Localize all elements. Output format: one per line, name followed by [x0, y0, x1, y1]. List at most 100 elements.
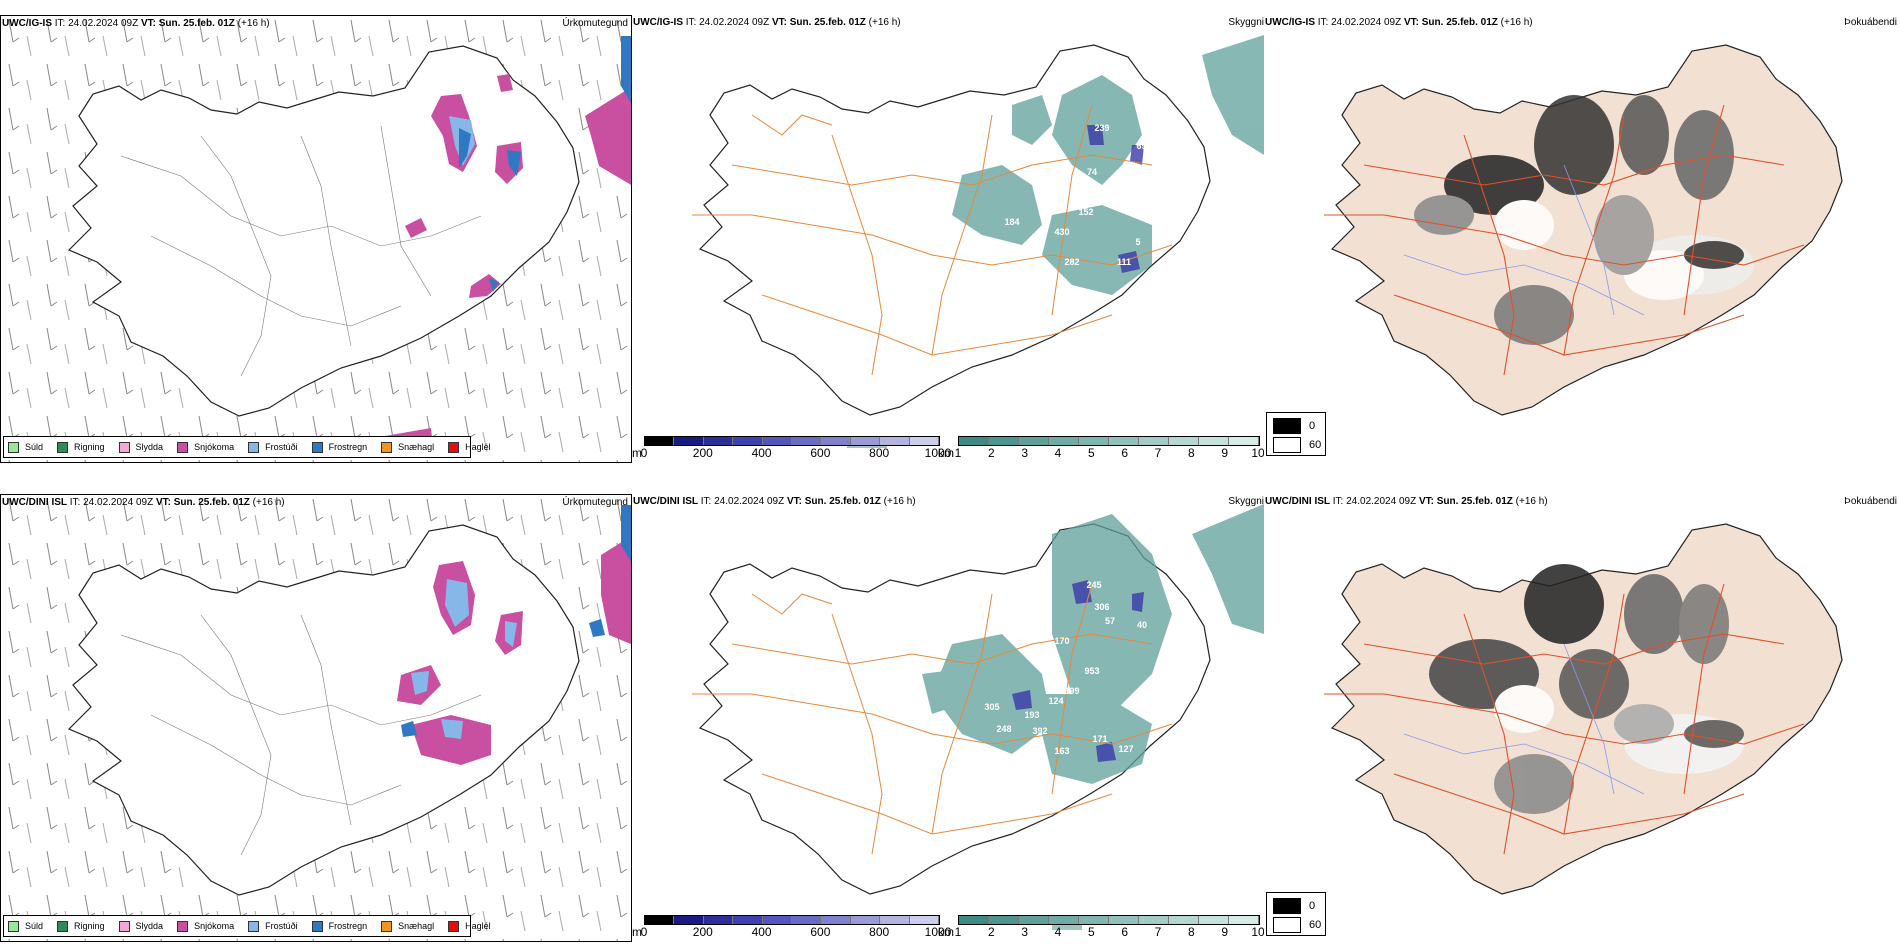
- colorbar-tick-label: 7: [1154, 925, 1162, 939]
- lead-time: (+16 h): [1500, 17, 1533, 28]
- ceiling-colorbar: m 0 200 400 600 800 1000: [632, 915, 951, 939]
- vt-label: VT:: [786, 496, 802, 507]
- visibility-value-label: 309: [1010, 247, 1025, 257]
- vt-label: VT:: [1403, 17, 1419, 28]
- colorbar-swatch: [791, 437, 822, 445]
- vt-label: VT:: [771, 17, 787, 28]
- colorbar-tick-label: 0: [640, 446, 648, 460]
- legend-swatch: [381, 920, 393, 932]
- colorbar-tick-label: 6: [1121, 446, 1128, 460]
- it-label: IT:: [700, 496, 712, 507]
- legend-item: Frostregn: [311, 920, 367, 932]
- colorbar-swatch: [1229, 916, 1259, 924]
- legend-swatch: [381, 441, 393, 453]
- visibility-panel-row1: 239 694 74 40 152 184 430 309 282 111 5 UWC/IG-IS …: [632, 15, 1264, 463]
- vt-value: Sun. 25.feb. 01Z: [1436, 496, 1513, 507]
- iceland-visibility-map: 239 694 74 40 152 184 430 309 282 111 5: [692, 35, 1264, 448]
- run-header: UWC/DINI ISL IT: 24.02.2024 09Z VT: Sun.…: [2, 497, 285, 508]
- legend-swatch: [248, 441, 260, 453]
- model-name: UWC/IG-IS: [633, 17, 683, 28]
- colorbar-tick-label: 1000: [924, 446, 952, 460]
- colorbar-tick-label: 4: [1054, 925, 1062, 939]
- colorbar-tick-label: 200: [692, 925, 713, 939]
- vt-value: Sun. 25.feb. 01Z: [1421, 17, 1498, 28]
- colorbar-swatch: [959, 437, 989, 445]
- legend-swatch: [118, 441, 130, 453]
- visibility-swatches: [958, 915, 1260, 925]
- visibility-value-label: 171: [1092, 734, 1107, 744]
- visibility-value-label: 199: [1064, 686, 1079, 696]
- vt-value: Sun. 25.feb. 01Z: [158, 18, 235, 29]
- it-value: 24.02.2024 09Z: [83, 497, 154, 508]
- precip-legend: Súld Rigning Slydda Snjókoma Frostúði Fr…: [3, 915, 491, 937]
- ceiling-unit: m: [632, 446, 642, 460]
- legend-swatch: [448, 920, 460, 932]
- legend-item: Slydda: [118, 920, 163, 932]
- legend-item: Rigning: [57, 441, 105, 453]
- fog-index-panel-row1: UWC/IG-IS IT: 24.02.2024 09Z VT: Sun. 25…: [1264, 15, 1900, 463]
- colorbar-swatch: [1199, 437, 1229, 445]
- colorbar-swatch: [1079, 916, 1109, 924]
- legend-swatch: [57, 441, 69, 453]
- colorbar-tick-label: 3: [1021, 925, 1028, 939]
- fog-key-item: 60: [1273, 437, 1321, 453]
- it-value: 24.02.2024 09Z: [714, 496, 785, 507]
- legend-item: Snjókoma: [177, 920, 234, 932]
- colorbar-tick-label: 10: [1251, 446, 1264, 460]
- model-name: UWC/IG-IS: [2, 18, 52, 29]
- panel-title: Þokuábendi: [1844, 496, 1897, 507]
- colorbar-tick-label: 400: [751, 925, 772, 939]
- ceiling-swatches: [644, 436, 940, 446]
- colorbar-swatch: [1139, 916, 1169, 924]
- it-label: IT:: [1332, 496, 1344, 507]
- colorbar-swatch: [880, 916, 910, 924]
- colorbar-swatch: [1079, 437, 1109, 445]
- lead-time: (+16 h): [237, 18, 270, 29]
- legend-swatch: [248, 920, 260, 932]
- colorbar-tick-label: 3: [1021, 446, 1028, 460]
- colorbar-swatch: [1169, 916, 1199, 924]
- lead-time: (+16 h): [883, 496, 916, 507]
- colorbar-swatch: [733, 437, 763, 445]
- fog-key-item: 0: [1273, 898, 1315, 914]
- visibility-colorbar: km 1 2 3 4 5 6 7 8 9 10: [938, 436, 1264, 460]
- lead-time: (+16 h): [868, 17, 901, 28]
- colorbar-swatch: [791, 916, 822, 924]
- colorbar-tick-label: 9: [1221, 925, 1228, 939]
- colorbar-swatch: [674, 437, 704, 445]
- colorbar-tick-label: 1: [954, 446, 962, 460]
- visibility-value-label: 111: [1117, 257, 1131, 267]
- colorbar-swatch: [909, 916, 939, 924]
- legend-item: Haglél: [448, 441, 491, 453]
- colorbar-tick-label: 9: [1221, 446, 1228, 460]
- visibility-value-label: 170: [1054, 636, 1069, 646]
- colorbar-tick-label: 800: [869, 925, 890, 939]
- colorbar-tick-label: 4: [1054, 446, 1062, 460]
- colorbar-tick-label: 10: [1251, 925, 1264, 939]
- colorbar-tick-label: 0: [640, 925, 648, 939]
- it-value: 24.02.2024 09Z: [699, 17, 770, 28]
- vt-value: Sun. 25.feb. 01Z: [173, 497, 250, 508]
- colorbar-swatch: [645, 916, 675, 924]
- visibility-value-label: 248: [996, 724, 1011, 734]
- fog-key-row1: 0 60: [1266, 412, 1326, 456]
- colorbar-tick-label: 400: [751, 446, 772, 460]
- vt-label: VT:: [1418, 496, 1434, 507]
- colorbar-swatch: [1109, 916, 1139, 924]
- model-name: UWC/DINI ISL: [1265, 496, 1330, 507]
- colorbar-swatch: [821, 437, 851, 445]
- iceland-precip-map: [1, 16, 631, 462]
- legend-item: Súld: [8, 441, 43, 453]
- lead-time: (+16 h): [252, 497, 285, 508]
- legend-swatch: [8, 920, 19, 932]
- legend-item: Snæhagl: [381, 441, 434, 453]
- legend-item: Slydda: [118, 441, 163, 453]
- colorbar-swatch: [1019, 437, 1049, 445]
- colorbar-tick-label: 1000: [924, 925, 952, 939]
- colorbar-tick-label: 5: [1087, 446, 1095, 460]
- it-label: IT:: [1317, 17, 1329, 28]
- run-header: UWC/DINI ISL IT: 24.02.2024 09Z VT: Sun.…: [1265, 496, 1548, 507]
- visibility-labels: 239 694 74 40 152 184 430 309 282 111 5: [1004, 123, 1151, 267]
- it-value: 24.02.2024 09Z: [1346, 496, 1417, 507]
